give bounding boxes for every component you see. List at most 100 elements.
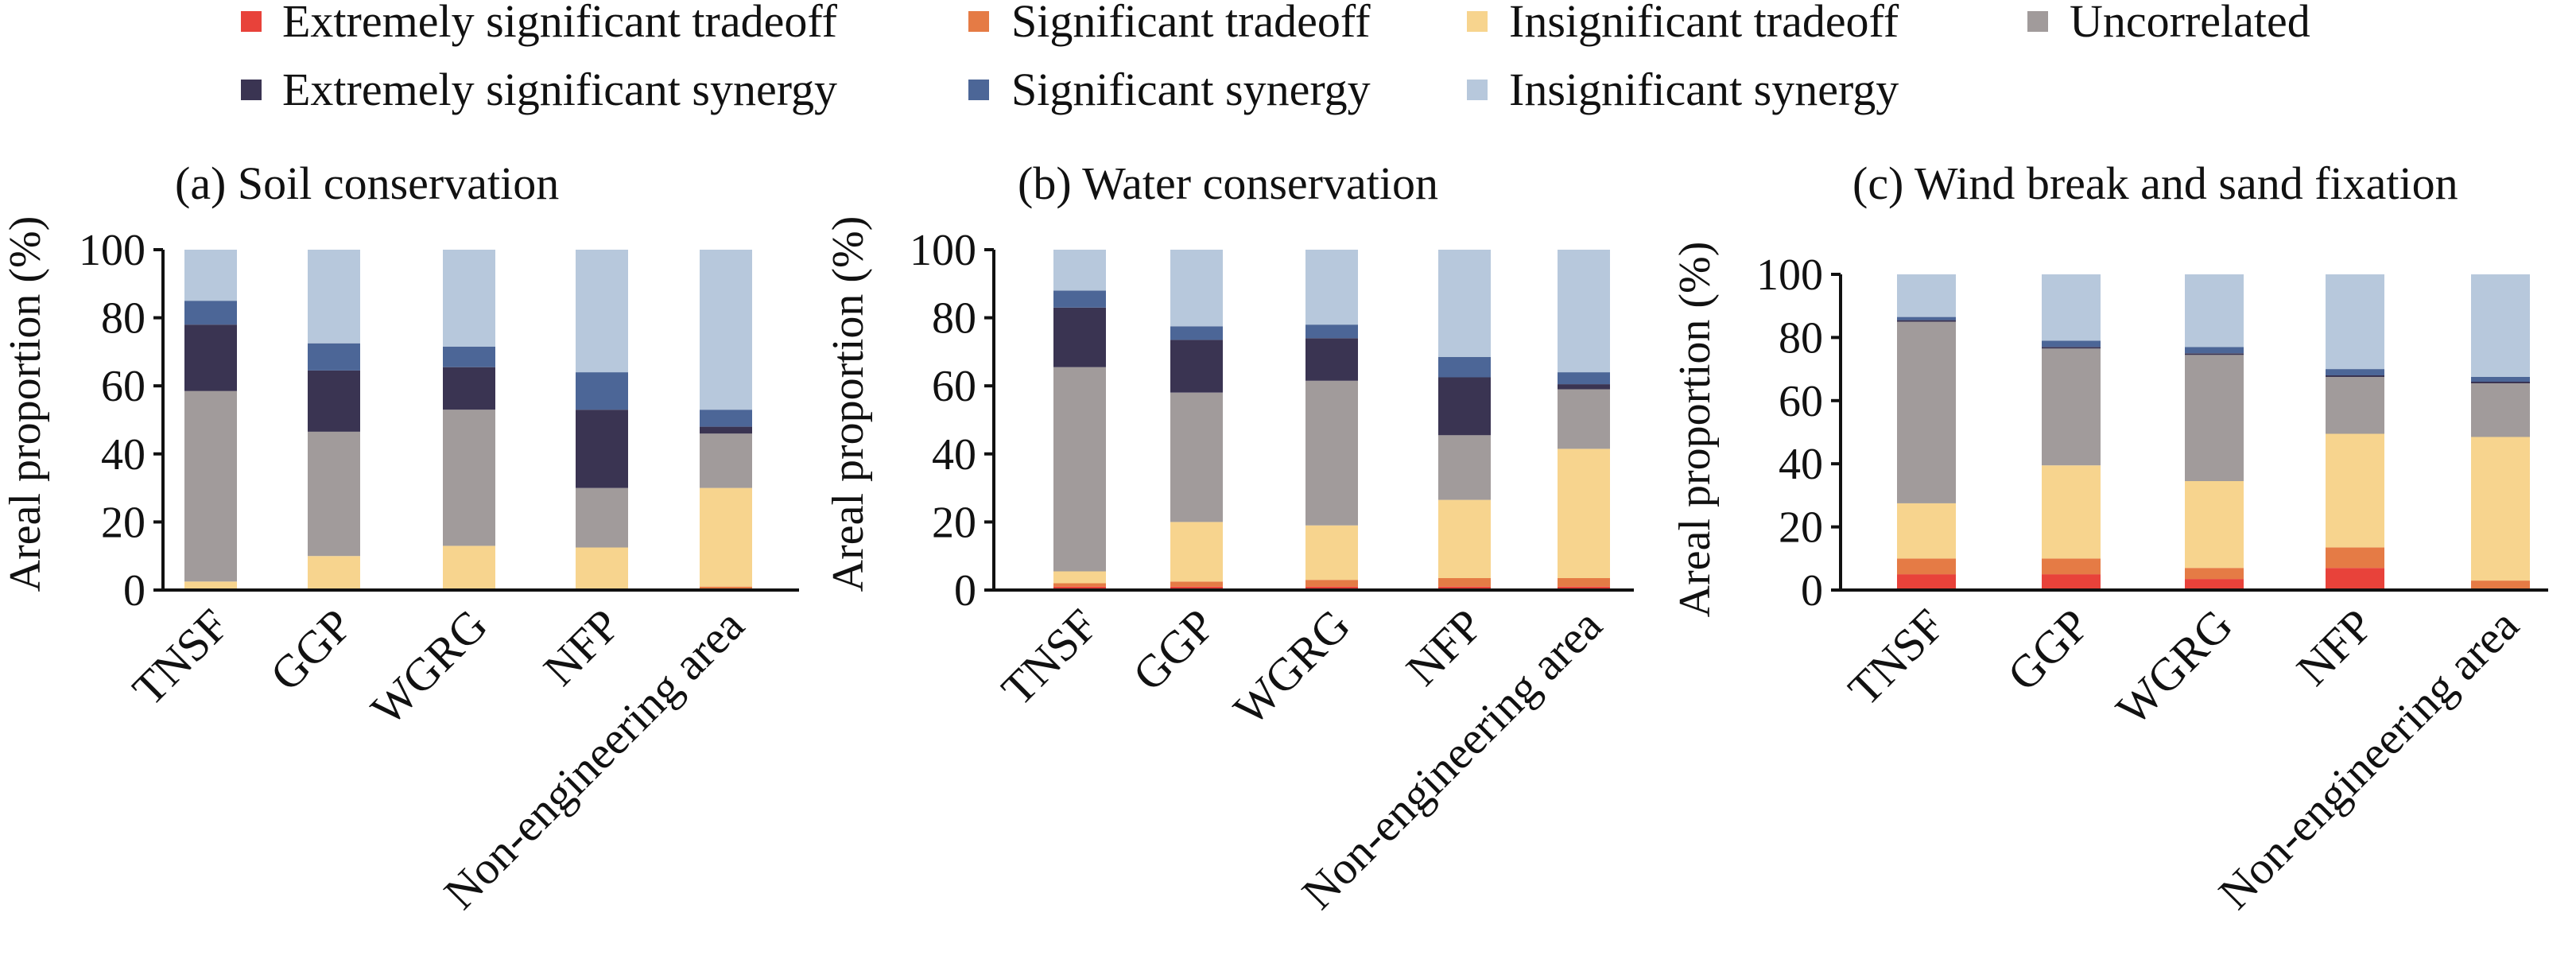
legend-item-significant-synergy: Significant synergy [968,64,1371,115]
bar-segment [2326,547,2384,569]
legend-label: Uncorrelated [2070,0,2310,47]
bar-segment [443,347,495,367]
y-tick-label: 20 [932,498,976,547]
x-tick-label: TNSF [122,599,239,715]
y-tick-label: 80 [1779,313,1823,363]
bar-segment [1558,586,1610,590]
y-tick-label: 60 [1779,377,1823,426]
bar-segment [2042,340,2101,348]
panel-title: (c) Wind break and sand fixation [1852,157,2458,209]
bar-segment [184,301,237,325]
bar-segment [2042,558,2101,575]
bar-segment [2042,465,2101,559]
bar-segment [2042,574,2101,590]
legend-label: Significant synergy [1011,64,1371,115]
bar-segment [2326,274,2384,370]
bar-segment [2471,382,2530,383]
bar-segment [1897,321,1956,503]
y-axis-label: Areal proportion (%) [1670,242,1720,618]
legend-item-insignificant-tradeoff: Insignificant tradeoff [1467,0,1899,47]
bar-segment [700,487,752,587]
bars [184,250,752,590]
bar-segment [700,250,752,410]
bar-segment [2326,377,2384,434]
bar-segment [308,556,360,590]
bar-segment [1305,324,1358,339]
bar-segment [1170,340,1223,393]
x-tick-label: GGP [1997,599,2099,701]
legend-item-extremely-significant-tradeoff: Extremely significant tradeoff [241,0,838,47]
bar-segment [1170,392,1223,522]
y-tick-label: 20 [101,498,145,547]
bar-segment [1053,307,1106,367]
y-tick-label: 40 [1779,440,1823,489]
bar-segment [308,432,360,557]
bar-segment [2185,355,2244,481]
y-tick-label: 60 [932,362,976,411]
bar-segment [1558,372,1610,385]
bar-segment [1558,384,1610,390]
bar-segment [700,586,752,590]
bar-segment [1897,503,1956,559]
y-tick-label: 20 [1779,503,1823,553]
bar-segment [1170,581,1223,587]
panel-title: (a) Soil conservation [175,157,559,209]
bar-segment [443,410,495,546]
bar-segment [2185,579,2244,590]
bar-segment [576,487,628,548]
bar-segment [2471,383,2530,437]
y-tick-label: 80 [932,294,976,344]
bar-segment [1170,326,1223,340]
x-tick-label: NFP [533,599,630,695]
legend-label: Significant tradeoff [1011,0,1371,47]
bar-segment [1305,338,1358,381]
y-tick-label: 60 [101,362,145,411]
bar-segment [2185,568,2244,580]
bar-segment [1170,586,1223,590]
x-tick-label: GGP [260,599,362,701]
x-tick-label: WGRG [1224,599,1360,735]
y-tick-label: 100 [79,226,145,275]
legend-swatch [968,80,989,100]
y-axis-label: Areal proportion (%) [824,216,873,592]
bar-segment [1305,580,1358,587]
bar-segment [1305,525,1358,581]
bars [1897,274,2530,590]
bar-segment [1305,586,1358,590]
bar-segment [1558,389,1610,449]
x-tick-label: NFP [2287,599,2383,695]
x-tick-label: TNSF [991,599,1108,715]
bar-segment [308,250,360,344]
bar-segment [1897,320,1956,322]
legend-label: Extremely significant synergy [282,64,837,115]
bar-segment [184,390,237,582]
panel-wind-break-sand-fixation: (c) Wind break and sand fixation Areal p… [1670,157,2548,919]
bar-segment [1897,316,1956,320]
bar-segment [1305,380,1358,526]
bar-segment [2185,347,2244,354]
bar-segment [2185,481,2244,569]
bar-segment [2471,274,2530,377]
bar-segment [576,372,628,410]
bar-segment [576,250,628,373]
legend-label: Extremely significant tradeoff [282,0,838,47]
legend-item-insignificant-synergy: Insignificant synergy [1467,64,1899,115]
x-tick-label: WGRG [2106,599,2242,735]
bar-segment [1053,571,1106,584]
bar-segment [308,343,360,371]
y-tick-label: 100 [910,226,976,275]
bar-segment [700,426,752,434]
legend-label: Insignificant tradeoff [1509,0,1899,47]
bar-segment [1438,356,1491,378]
bar-segment [2326,568,2384,590]
legend-swatch [1467,80,1488,100]
bar-segment [2185,353,2244,355]
bar-segment [1438,578,1491,587]
bar-segment [184,250,237,301]
legend-swatch [241,11,262,32]
x-tick-label: WGRG [361,599,497,735]
bar-segment [2471,437,2530,581]
bar-segment [1053,586,1106,590]
x-tick-label: GGP [1123,599,1224,701]
